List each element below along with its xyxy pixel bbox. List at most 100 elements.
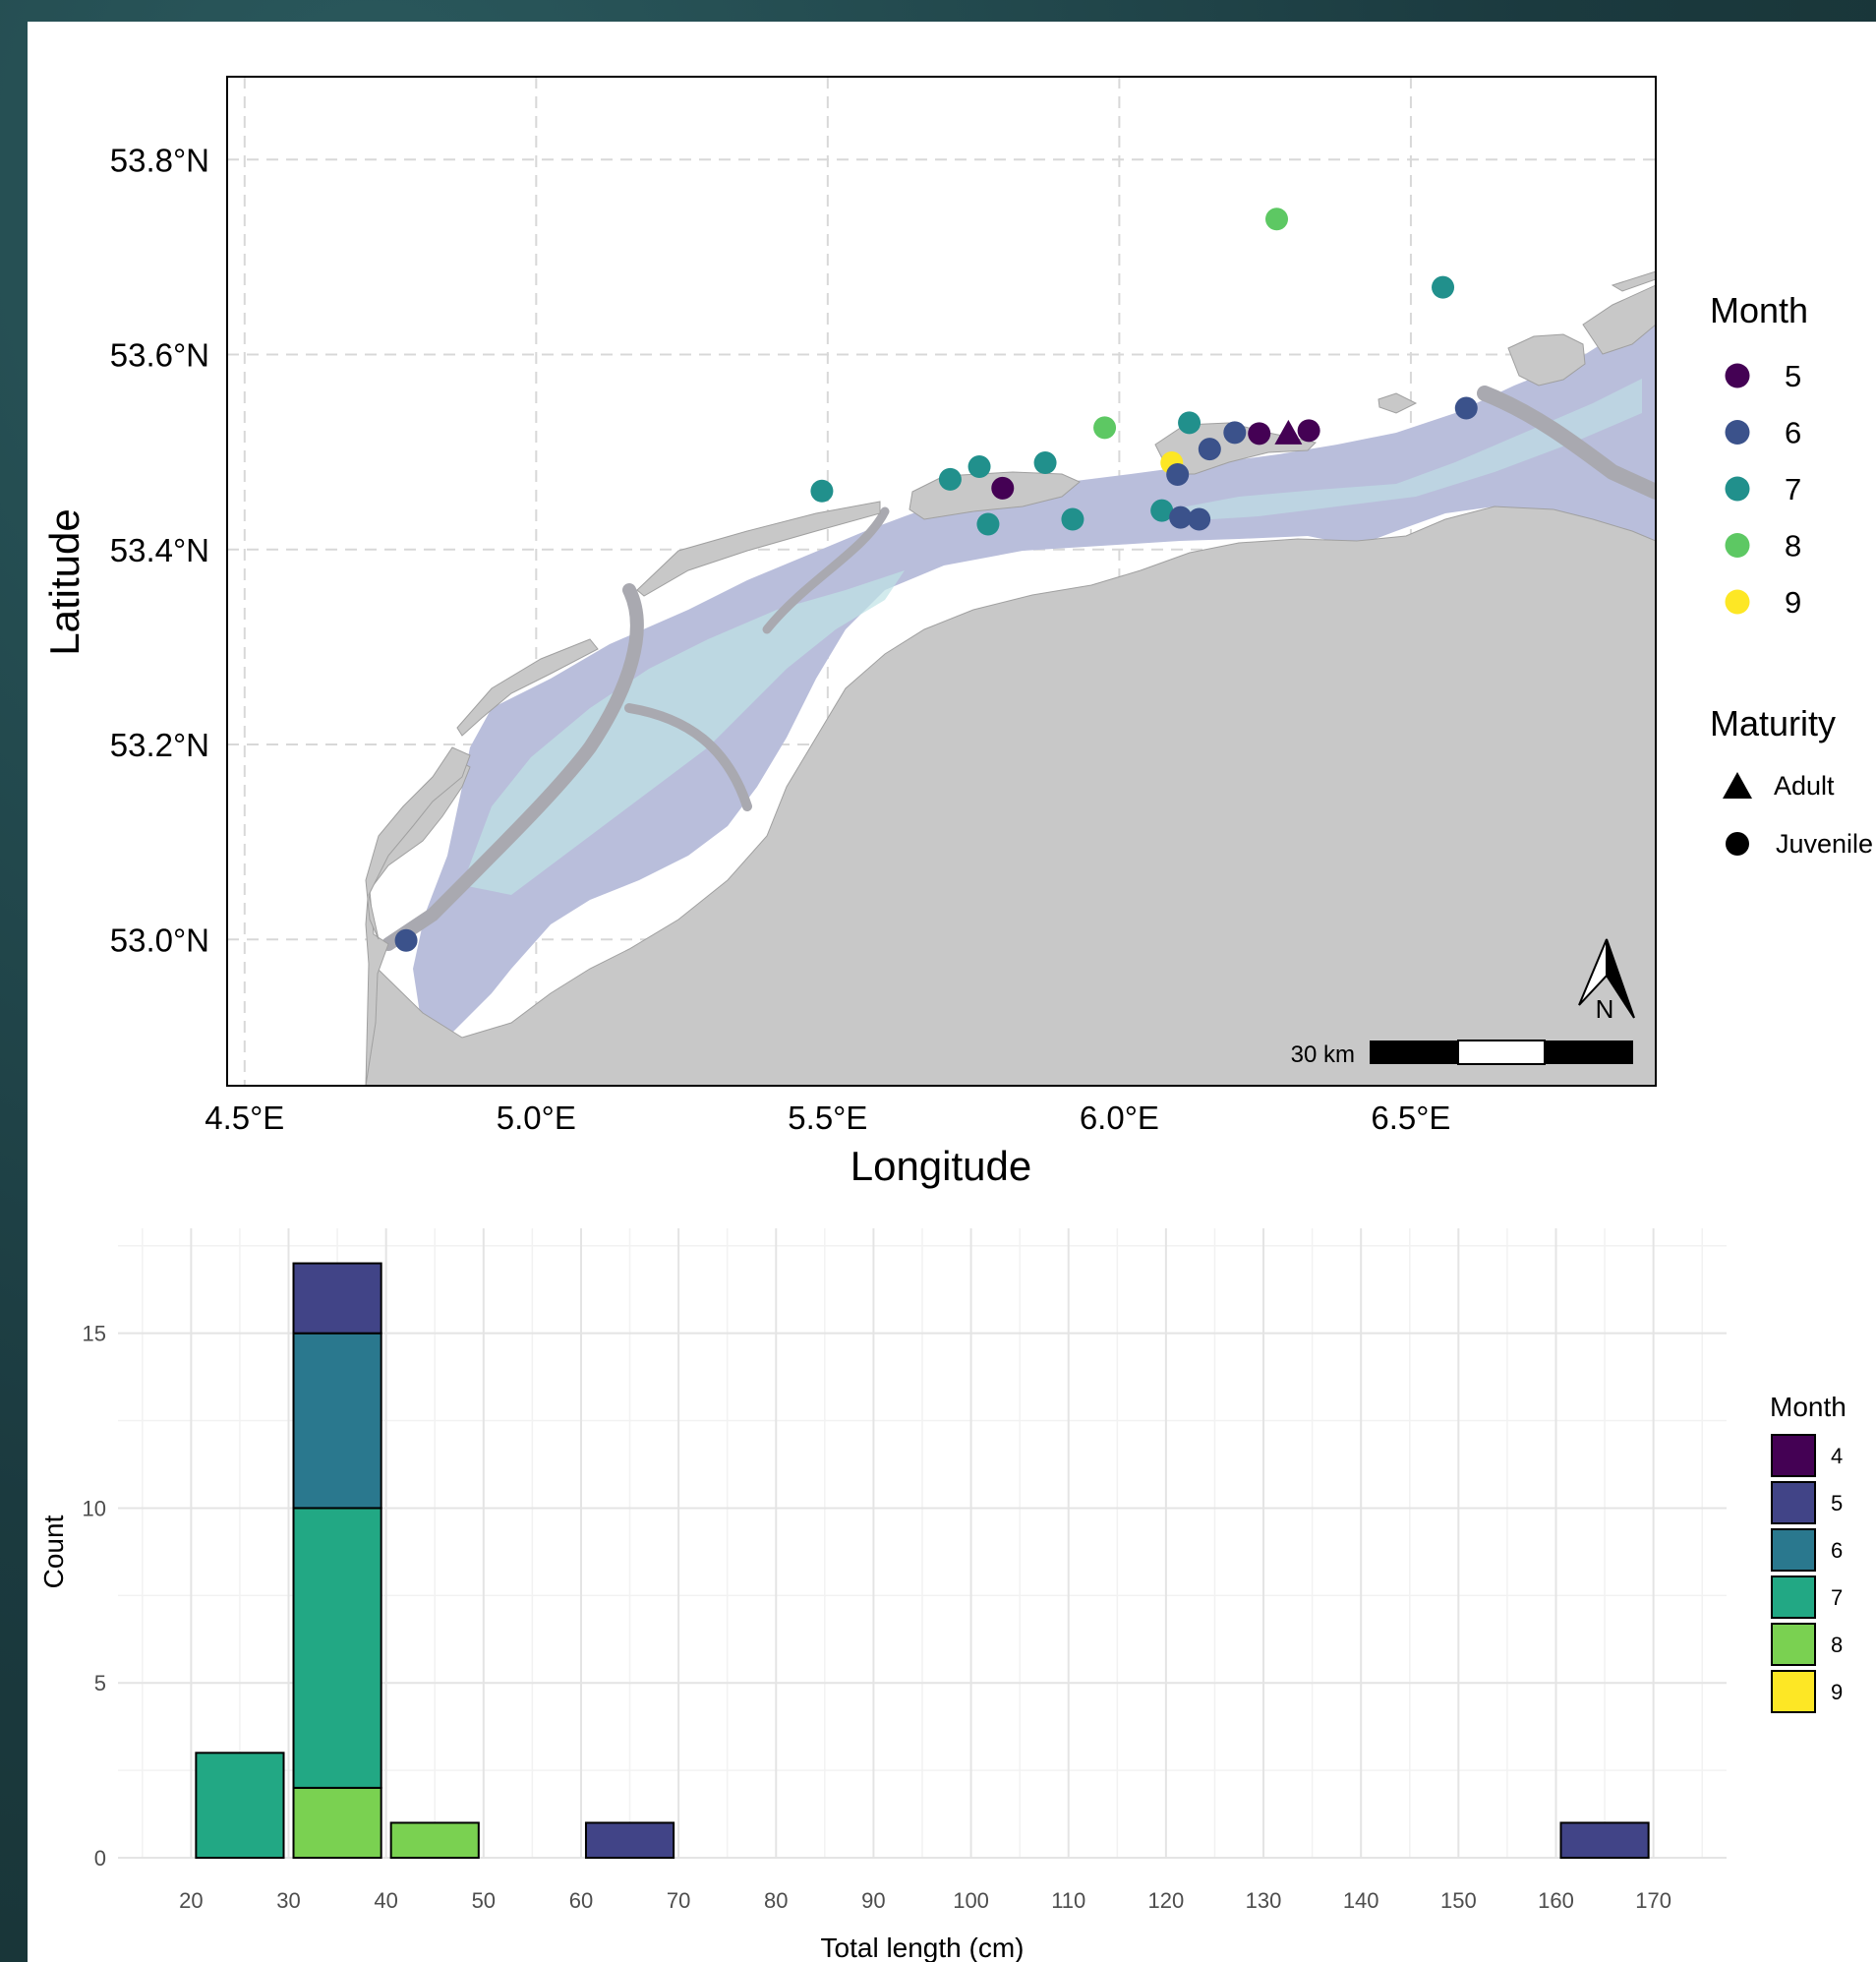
island-vlieland: [456, 638, 599, 737]
map-chart: N 30 km 4.5°E 5.0°E 5.5°E 6.0°E 6.5°E 53.0°N 5…: [41, 76, 1873, 1189]
island-juist: [1611, 270, 1656, 292]
wadden-shallows: [1160, 379, 1642, 521]
histogram-y-tick-label: 15: [83, 1322, 106, 1346]
map-point-juvenile: [1432, 275, 1455, 299]
map-y-tick-label: 53.8°N: [110, 142, 209, 178]
map-point-juvenile: [1188, 507, 1211, 531]
histogram-x-tick-label: 60: [569, 1888, 593, 1913]
histogram-x-tick-label: 140: [1343, 1888, 1379, 1913]
map-point-juvenile: [1454, 396, 1478, 420]
histogram-x-tick-label: 30: [276, 1888, 300, 1913]
map-axes: 4.5°E 5.0°E 5.5°E 6.0°E 6.5°E 53.0°N 53.2°N 53.…: [110, 142, 1451, 1136]
histogram-legend-label: 4: [1831, 1444, 1843, 1468]
map-point-juvenile: [991, 476, 1015, 500]
tidal-channel: [624, 703, 752, 811]
map-month-legend-keys: 5 6 7 8 9: [1725, 359, 1801, 620]
island-texel: [365, 746, 471, 940]
north-arrow: N: [1578, 938, 1635, 1024]
island-terschelling: [636, 501, 881, 597]
map-legend-month-key: [1725, 363, 1750, 388]
histogram-bar-segment: [292, 1332, 382, 1510]
histogram-bar-segment: [1559, 1821, 1650, 1860]
histogram-legend-key: [1771, 1528, 1816, 1572]
histogram-x-tick-label: 70: [667, 1888, 690, 1913]
map-month-legend: Month 5 6 7 8 9: [1710, 290, 1808, 620]
map-legend-month-label: 6: [1785, 416, 1801, 450]
island-borkum: [1507, 333, 1586, 386]
map-legend-month-key: [1725, 589, 1750, 615]
map-points: [394, 208, 1478, 952]
scale-bar: 30 km: [1291, 1040, 1633, 1068]
map-x-tick-label: 5.0°E: [497, 1100, 576, 1136]
mainland: [365, 505, 1656, 1086]
legend-adult-triangle-icon: [1723, 772, 1752, 799]
histogram-legend-label: 5: [1831, 1491, 1843, 1516]
map-point-juvenile: [1178, 411, 1202, 435]
map-legend-month-label: 9: [1785, 585, 1801, 620]
histogram-x-tick-label: 150: [1440, 1888, 1477, 1913]
histogram-y-tick-label: 0: [94, 1846, 106, 1871]
histogram-x-tick-label: 80: [764, 1888, 788, 1913]
histogram-legend-label: 9: [1831, 1680, 1843, 1704]
map-point-juvenile: [1093, 416, 1117, 440]
map-point-juvenile: [1248, 422, 1271, 446]
tidal-channel: [1477, 386, 1656, 500]
histogram-bar-segment: [292, 1786, 382, 1860]
histogram-x-tick-label: 90: [861, 1888, 885, 1913]
map-y-tick-label: 53.0°N: [110, 922, 209, 958]
histogram-bar-segment: [292, 1262, 382, 1335]
histogram-bar-segment: [584, 1821, 675, 1860]
map-x-tick-label: 6.5°E: [1371, 1100, 1450, 1136]
map-legend-month-key: [1725, 533, 1750, 558]
histogram-x-tick-label: 40: [374, 1888, 397, 1913]
map-legend-month-label: 7: [1785, 472, 1801, 506]
map-x-tick-label: 5.5°E: [788, 1100, 867, 1136]
map-legend-month-label: 5: [1785, 359, 1801, 393]
histogram-legend-key: [1771, 1434, 1816, 1477]
map-y-axis-label: Latitude: [41, 508, 88, 655]
map-point-juvenile: [1150, 499, 1174, 522]
map-point-juvenile: [394, 928, 418, 952]
scale-bar-segment: [1457, 1040, 1546, 1065]
histogram-bar-segment: [292, 1507, 382, 1789]
histogram-legend-keys: 4 5 6 7 8 9: [1771, 1434, 1843, 1713]
histogram-x-tick-label: 120: [1148, 1888, 1185, 1913]
map-maturity-legend: Maturity Adult Juvenile: [1710, 703, 1873, 859]
map-y-tick-label: 53.6°N: [110, 337, 209, 374]
histogram-x-tick-label: 130: [1246, 1888, 1282, 1913]
map-point-juvenile: [1033, 451, 1057, 475]
scale-bar-label: 30 km: [1291, 1041, 1355, 1068]
map-x-axis-label: Longitude: [850, 1143, 1032, 1189]
histogram-legend-title: Month: [1770, 1392, 1847, 1422]
map-x-tick-label: 6.0°E: [1080, 1100, 1159, 1136]
histogram-bars: [195, 1262, 1650, 1860]
map-legend-month-key: [1725, 476, 1750, 502]
map-y-tick-label: 53.2°N: [110, 727, 209, 763]
ems-estuary-land: [1582, 284, 1656, 355]
map-point-juvenile: [1169, 505, 1193, 529]
histogram-axes: 20 30 40 50 60 70 80 90 100 110 120 130 140 150 160 170…: [83, 1322, 1671, 1913]
island-rottumeroog: [1378, 392, 1418, 414]
map-legend-month-label: 8: [1785, 529, 1801, 564]
legend-juvenile-circle-icon: [1726, 832, 1749, 856]
wadden-sea-area: [413, 295, 1656, 1033]
map-x-tick-label: 4.5°E: [205, 1100, 284, 1136]
histogram-legend-label: 7: [1831, 1585, 1843, 1610]
histogram-x-axis-label: Total length (cm): [821, 1932, 1025, 1962]
tidal-channel: [381, 583, 644, 951]
map-point-juvenile: [1265, 208, 1289, 231]
map-point-juvenile: [1297, 419, 1320, 443]
scale-bar-segment: [1545, 1040, 1633, 1064]
map-point-juvenile: [1166, 462, 1190, 486]
histogram-legend-label: 8: [1831, 1633, 1843, 1657]
histogram-x-tick-label: 170: [1635, 1888, 1671, 1913]
histogram-y-tick-label: 5: [94, 1671, 106, 1695]
histogram-bar-segment: [389, 1821, 480, 1860]
histogram-bar-segment: [195, 1752, 285, 1860]
map-point-juvenile: [1061, 507, 1085, 531]
scale-bar-segment: [1370, 1040, 1458, 1064]
histogram-x-tick-label: 100: [953, 1888, 989, 1913]
legend-maturity-juvenile: Juvenile: [1776, 829, 1873, 859]
map-point-juvenile: [976, 512, 1000, 536]
